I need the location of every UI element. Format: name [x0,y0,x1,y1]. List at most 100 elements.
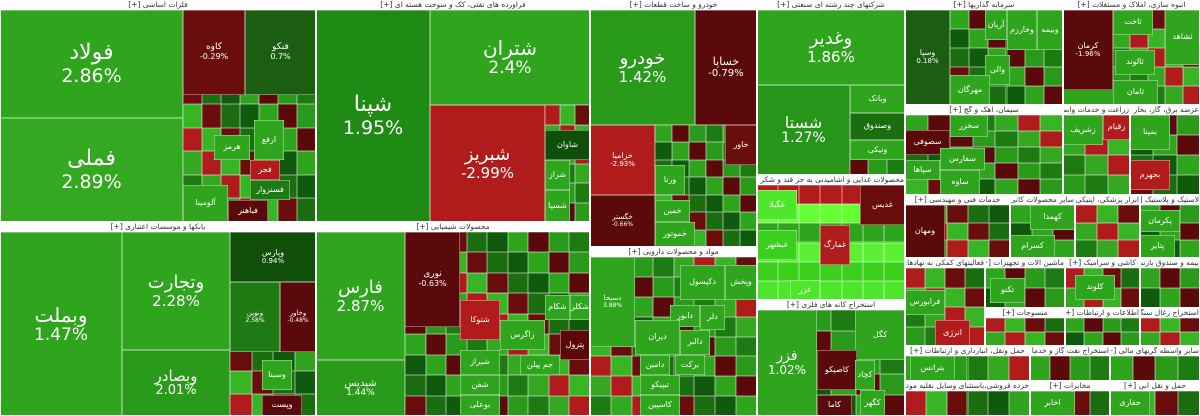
stock-cell [1160,268,1180,288]
tile-change: 1.95% [342,116,404,139]
stock-cell [950,10,969,29]
stock-tile: وتجارت 2.28% [122,232,230,350]
tile-change: -2.99% [460,164,515,183]
tile-label: دالبر [687,337,703,347]
stock-tile: خاور [725,125,757,165]
sector-title: لاستیک و پلاستیک [+] [1140,195,1200,205]
stock-cell [1030,356,1050,381]
stock-tile: کاسپین [640,395,680,416]
stock-cell [723,194,740,213]
tile-change: -0.63% [418,279,447,289]
tile-label: وصندوق [863,121,892,131]
tile-label: شکام [548,302,567,312]
stock-cell [946,391,968,416]
stock-tile: کگل [855,310,905,360]
tile-label: فنکو [272,42,289,53]
stock-cell [221,104,240,128]
stock-cell [1009,356,1030,381]
stock-cell [1017,131,1041,147]
tile-label: وپخش [730,277,752,287]
stock-cell [1053,240,1075,258]
tile-label: شپدیس [344,377,377,389]
stock-cell [831,331,856,353]
tile-label: ثاخت [1124,17,1142,27]
tile-change: 1.42% [618,68,667,87]
stock-cell [1140,268,1160,288]
sector-title: انبوه سازی، املاک و مستغلات [+] [1063,0,1200,10]
sector-title: کاشی و سرامیک [+] [1065,258,1140,268]
tile-label: فجر [258,164,272,174]
stock-tile: وغدیر 1.86% [757,10,905,85]
tile-change: 1.02% [767,363,807,378]
tile-label: ثامان [1126,87,1145,97]
tile-label: شاوان [556,139,579,149]
stock-cell [1176,135,1200,155]
stock-cell [1090,391,1110,416]
stock-cell [706,142,723,160]
stock-cell [778,261,800,281]
sector-title: محصولات شیمیایی [+] [316,222,590,232]
stock-cell [672,142,689,160]
stock-tile: ونیکی [850,140,905,160]
tile-change: 2.01% [155,383,197,399]
stock-cell [715,356,737,377]
stock-cell [694,396,716,416]
stock-cell [1065,318,1084,332]
tile-label: آریان [987,19,1005,29]
tile-change: 0.7% [270,52,291,62]
tile-label: وپارس [261,247,285,257]
stock-cell [575,183,590,203]
stock-cell [1160,332,1180,346]
stock-cell [723,177,740,195]
stock-cell [1045,288,1065,308]
stock-cell [820,204,842,224]
stock-cell [1140,332,1160,346]
stock-tile: دیران [635,320,680,355]
stock-cell [425,395,447,416]
tile-label: کاما [828,400,841,410]
sector-title: فلزات اساسی [+] [0,0,316,10]
stock-cell [689,177,706,195]
stock-cell [862,261,884,281]
stock-cell [1177,356,1200,381]
stock-cell [987,86,1007,105]
stock-cell [1090,356,1110,381]
stock-tile: شفن [460,375,500,395]
tile-label: فملی [67,146,116,172]
tile-label: ساوه [951,177,969,187]
stock-cell [1040,115,1063,131]
stock-cell [1075,240,1097,258]
tile-label: بجهرم [1139,169,1161,179]
stock-cell [945,268,965,288]
stock-tile: پترول [560,330,590,360]
stock-tile: ثاخت [1113,10,1153,35]
stock-cell [985,332,1005,346]
stock-cell [1132,356,1155,381]
stock-cell [905,179,928,195]
stock-cell [1165,86,1183,105]
tile-label: سصوفی [913,137,942,147]
stock-cell [706,159,723,178]
stock-tile: وبیمه [1037,10,1063,50]
stock-cell [1025,48,1045,67]
tile-label: کگهر [864,397,881,407]
stock-cell [507,232,529,253]
stock-cell [799,204,821,224]
stock-cell [968,29,988,48]
stock-cell [575,163,590,183]
stock-cell [1118,205,1140,223]
stock-cell [883,280,905,300]
stock-cell [715,336,737,357]
stock-tile: کچاد [855,360,875,390]
stock-cell [967,356,989,381]
tile-label: کگل [872,329,888,339]
tile-label: بمپنا [1142,127,1158,137]
stock-tile: ومهان [905,205,945,258]
stock-tile: ارفع [254,120,284,160]
stock-cell [1182,67,1200,86]
stock-tile: فنکو 0.7% [245,10,316,95]
stock-tile: ثالوند [1115,50,1155,75]
tile-label: پتایر [1150,241,1165,251]
tile-label: فزر [776,347,798,364]
tile-label: شستا [784,112,823,132]
